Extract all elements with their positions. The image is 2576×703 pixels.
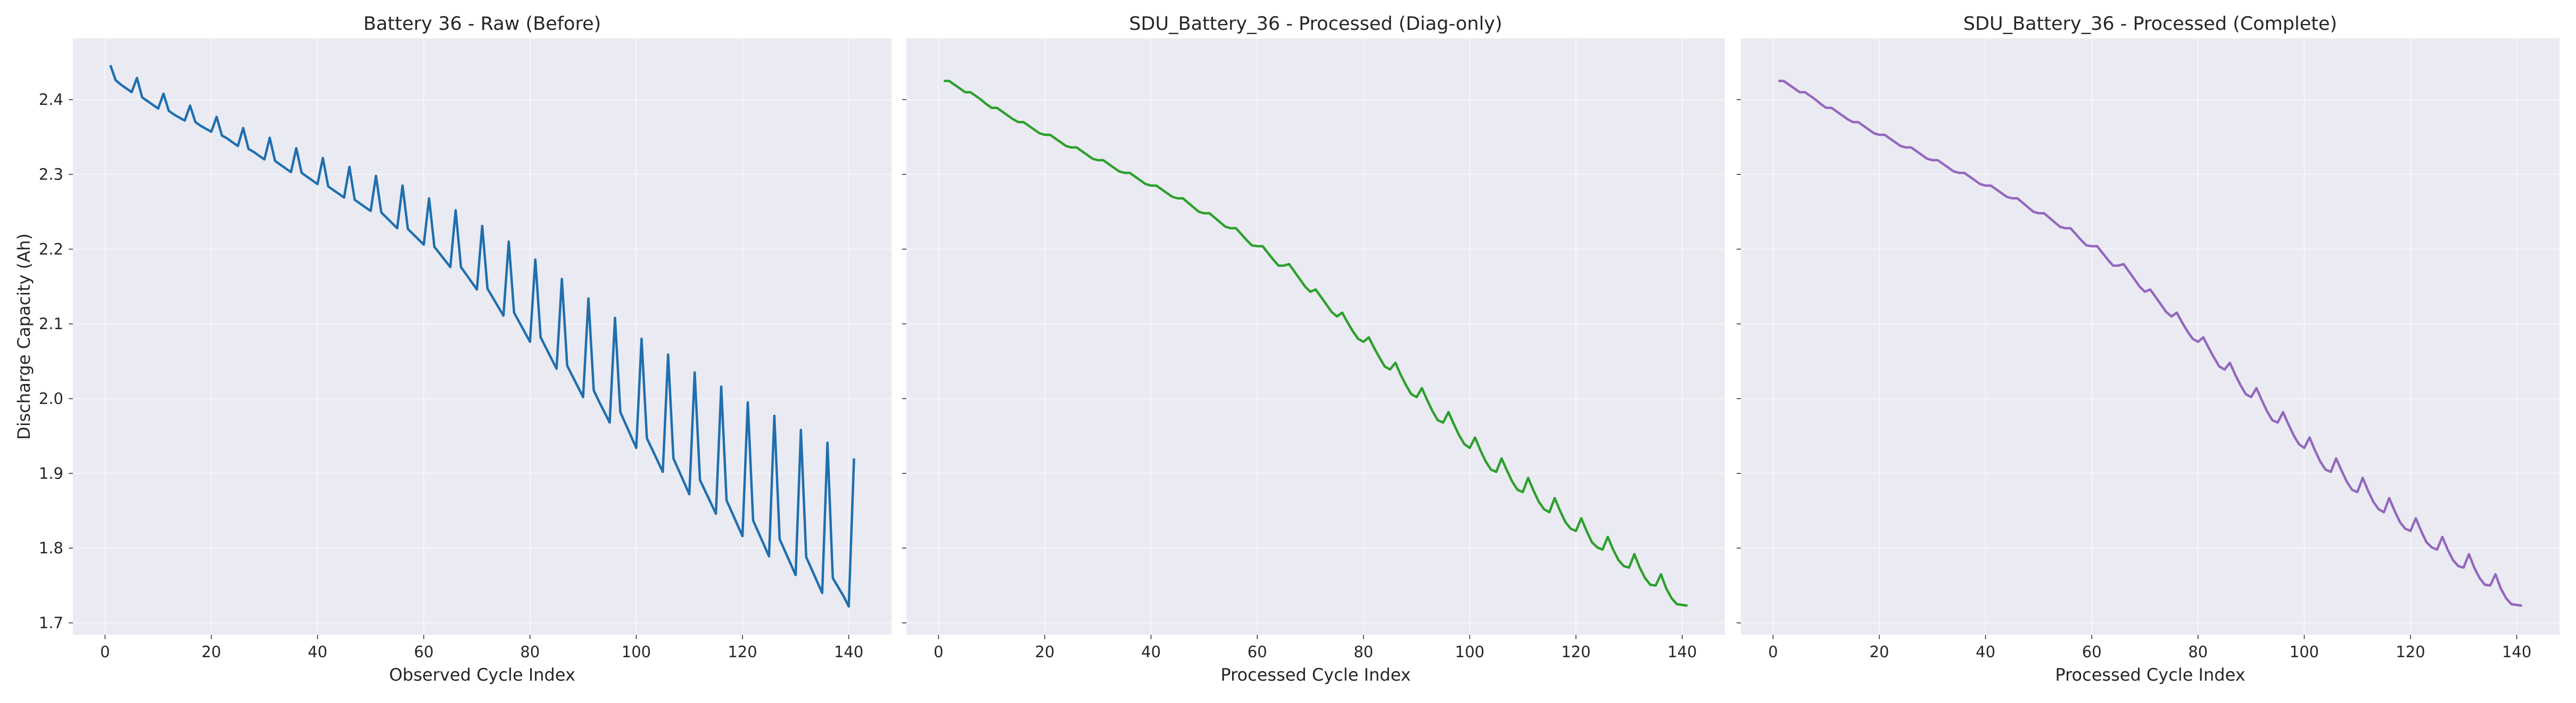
x-tick-label: 0 bbox=[1768, 643, 1778, 661]
chart-panel-2: 0 20 40 60 80 100 120 140 SDU_Battery_36 - Proce… bbox=[902, 13, 1725, 685]
x-tick-label: 100 bbox=[2290, 643, 2319, 661]
y-tick-label: 2.2 bbox=[39, 240, 63, 258]
x-tick-label: 0 bbox=[934, 643, 943, 661]
series-line bbox=[944, 79, 1688, 607]
x-tick-label: 140 bbox=[1667, 643, 1697, 661]
x-tick-label: 40 bbox=[1976, 643, 1995, 661]
x-tick-label: 40 bbox=[1141, 643, 1161, 661]
y-axis-label: Discharge Capacity (Ah) bbox=[14, 233, 34, 440]
x-tick-label: 20 bbox=[1035, 643, 1055, 661]
x-tick-label: 120 bbox=[1561, 643, 1590, 661]
x-tick-label: 120 bbox=[2396, 643, 2425, 661]
x-tick-label: 60 bbox=[414, 643, 434, 661]
chart-title: Battery 36 - Raw (Before) bbox=[364, 13, 601, 35]
x-tick-label: 100 bbox=[622, 643, 651, 661]
y-tick-label: 1.8 bbox=[39, 539, 63, 557]
x-tick-label: 20 bbox=[202, 643, 221, 661]
y-tick-label: 2.1 bbox=[39, 315, 63, 333]
y-tick-label: 1.7 bbox=[39, 614, 63, 632]
chart-title: SDU_Battery_36 - Processed (Complete) bbox=[1963, 13, 2337, 35]
x-tick-label: 120 bbox=[728, 643, 757, 661]
x-tick-label: 80 bbox=[2188, 643, 2208, 661]
y-tick-label: 1.9 bbox=[39, 464, 63, 483]
x-tick-label: 20 bbox=[1870, 643, 1889, 661]
chart-panel-1: 0 20 40 60 80 100 120 140 1.7 1.8 1.9 2.0 2.1 2.2 2.3 2… bbox=[14, 13, 891, 685]
x-tick-label: 80 bbox=[1353, 643, 1373, 661]
plot-area bbox=[73, 38, 891, 635]
y-tick-label: 2.3 bbox=[39, 165, 63, 183]
x-tick-label: 80 bbox=[520, 643, 540, 661]
y-tick-label: 2.0 bbox=[39, 389, 63, 407]
x-tick-label: 140 bbox=[2502, 643, 2531, 661]
x-tick-label: 60 bbox=[2082, 643, 2102, 661]
y-tick-label: 2.4 bbox=[39, 91, 63, 109]
x-tick-label: 140 bbox=[834, 643, 863, 661]
chart-panel-3: 0 20 40 60 80 100 120 140 SDU_Battery_36 - Proce… bbox=[1737, 13, 2560, 685]
x-tick-label: 0 bbox=[100, 643, 110, 661]
x-axis-label: Processed Cycle Index bbox=[2055, 665, 2245, 685]
series-line bbox=[109, 64, 855, 608]
x-axis-label: Observed Cycle Index bbox=[389, 665, 575, 685]
x-tick-label: 100 bbox=[1455, 643, 1484, 661]
plot-area bbox=[1741, 38, 2560, 635]
plot-area bbox=[906, 38, 1725, 635]
x-tick-label: 40 bbox=[308, 643, 327, 661]
series-line bbox=[1778, 79, 2522, 607]
x-tick-label: 60 bbox=[1248, 643, 1267, 661]
chart-title: SDU_Battery_36 - Processed (Diag-only) bbox=[1129, 13, 1502, 35]
x-axis-label: Processed Cycle Index bbox=[1220, 665, 1410, 685]
